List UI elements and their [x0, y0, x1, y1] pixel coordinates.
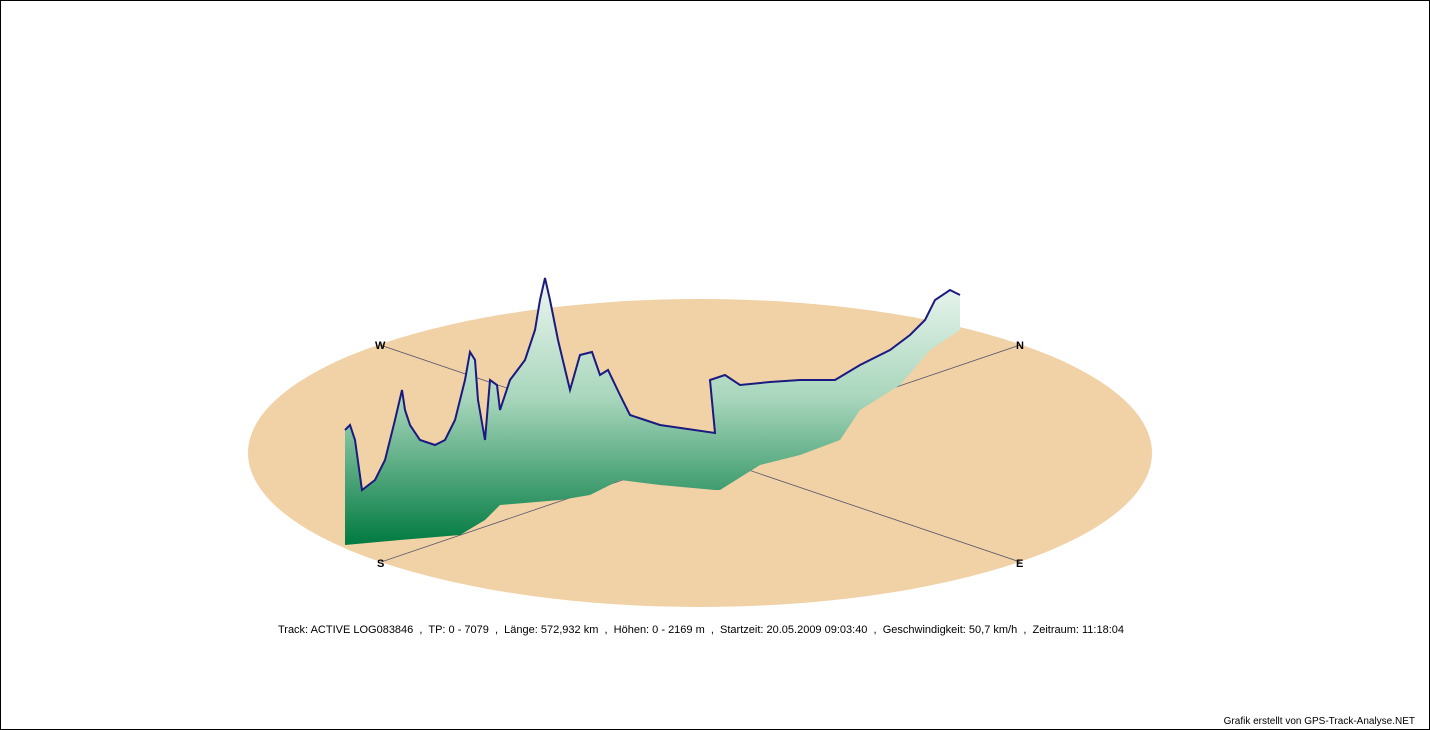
- credit: Grafik erstellt von GPS-Track-Analyse.NE…: [1224, 716, 1415, 727]
- compass-south: S: [377, 558, 384, 570]
- track-profile: [344, 277, 961, 492]
- track-info: Track: ACTIVE LOG083846 , TP: 0 - 7079 ,…: [278, 624, 1124, 636]
- compass-east: E: [1016, 558, 1023, 570]
- compass-north: N: [1016, 340, 1024, 352]
- terrain: [345, 278, 960, 545]
- compass-west: W: [375, 340, 386, 352]
